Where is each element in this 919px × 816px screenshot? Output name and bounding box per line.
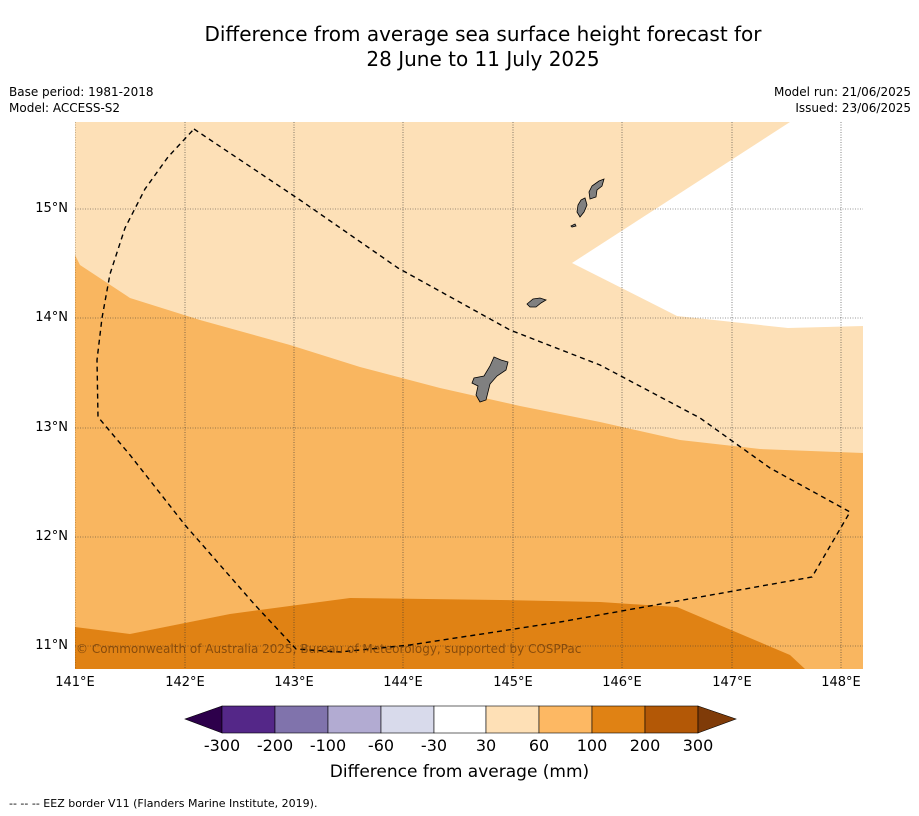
eez-border: [96, 128, 851, 653]
colorbar-label: Difference from average (mm): [329, 762, 590, 782]
colorbar-swatch: [591, 705, 646, 734]
colorbar-tick: -100: [309, 736, 347, 755]
lat-label: 14°N: [35, 310, 68, 325]
lon-label: 145°E: [493, 675, 533, 690]
anomaly-band-neutral: [572, 122, 863, 328]
lat-label: 15°N: [35, 201, 68, 216]
colorbar-swatch: [327, 705, 382, 734]
colorbar-swatch: [221, 705, 276, 734]
saipan-island: [588, 178, 605, 200]
lon-label: 147°E: [712, 675, 752, 690]
lat-label: 12°N: [35, 529, 68, 544]
lon-label: 144°E: [383, 675, 423, 690]
colorbar-swatch: [433, 705, 487, 734]
lon-label: 141°E: [55, 675, 95, 690]
colorbar-extend-low: [184, 705, 223, 734]
anomaly-band-60-100: [75, 255, 863, 669]
colorbar-tick: 60: [528, 736, 550, 755]
title-line-1: Difference from average sea surface heig…: [204, 22, 762, 46]
lat-label: 13°N: [35, 420, 68, 435]
colorbar-tick: 200: [629, 736, 661, 755]
map-area: [75, 122, 863, 669]
meta-right: Model run: 21/06/2025 Issued: 23/06/2025: [774, 84, 911, 116]
colorbar-swatch: [274, 705, 329, 734]
islands: [471, 178, 605, 403]
title-line-2: 28 June to 11 July 2025: [366, 47, 600, 71]
colorbar-swatch: [380, 705, 435, 734]
rota-island: [526, 297, 547, 308]
base-period: Base period: 1981-2018: [9, 85, 154, 99]
meta-left: Base period: 1981-2018 Model: ACCESS-S2: [9, 84, 154, 116]
eez-footnote: -- -- -- EEZ border V11 (Flanders Marine…: [9, 797, 318, 810]
model-name: Model: ACCESS-S2: [9, 101, 121, 115]
colorbar-tick: 100: [576, 736, 608, 755]
colorbar-swatch: [538, 705, 593, 734]
lon-label: 143°E: [274, 675, 314, 690]
graticule: [75, 122, 863, 669]
map-credit: © Commonwealth of Australia 2025, Bureau…: [76, 642, 582, 656]
colorbar-tick: -30: [420, 736, 448, 755]
colorbar-tick: 30: [475, 736, 497, 755]
guam-island: [471, 356, 509, 403]
lon-label: 148°E: [821, 675, 861, 690]
colorbar-tick: -60: [367, 736, 395, 755]
colorbar-tick: -300: [203, 736, 241, 755]
chart-title: Difference from average sea surface heig…: [0, 22, 919, 72]
tinian-island: [576, 197, 588, 218]
anomaly-band-100-200: [75, 598, 805, 669]
colorbar-swatch: [644, 705, 699, 734]
colorbar-swatch: [485, 705, 540, 734]
lon-label: 146°E: [602, 675, 642, 690]
colorbar-tick: -200: [256, 736, 294, 755]
colorbar-tick: 300: [682, 736, 714, 755]
issued-date: Issued: 23/06/2025: [795, 101, 911, 115]
lat-label: 11°N: [35, 638, 68, 653]
model-run: Model run: 21/06/2025: [773, 85, 911, 99]
colorbar: [184, 705, 737, 734]
colorbar-extend-high: [697, 705, 737, 734]
lon-label: 142°E: [165, 675, 205, 690]
aguijan-island: [570, 223, 577, 228]
